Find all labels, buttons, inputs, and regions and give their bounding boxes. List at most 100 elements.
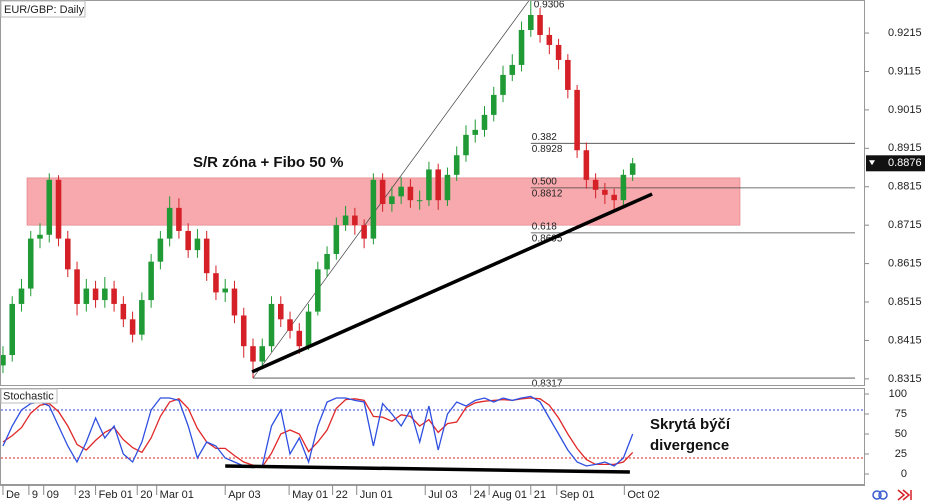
y-tick-label: 0.9015 <box>888 104 922 116</box>
stochastic-title-box <box>0 388 58 404</box>
candle-body <box>324 253 330 270</box>
x-tick-label: May 01 <box>292 489 328 501</box>
divergence-label: divergence <box>650 437 729 454</box>
x-tick-label: Apr 03 <box>228 489 260 501</box>
candle-body <box>500 74 506 95</box>
candle-body <box>120 303 127 320</box>
x-tick-label: Feb 01 <box>99 489 133 501</box>
candle-body <box>555 44 562 60</box>
candle-body <box>287 319 293 331</box>
x-tick-label: 09 <box>47 489 59 501</box>
candle-body <box>83 288 90 304</box>
trendline <box>251 192 653 374</box>
fib-price-label: 0.8928 <box>532 144 563 155</box>
x-tick-label: Aug 01 <box>492 489 527 501</box>
candle-body <box>92 288 99 301</box>
y-tick-label: 0.9115 <box>888 65 921 77</box>
main-frame <box>0 0 865 386</box>
y-tick-label: 0.8315 <box>888 373 922 385</box>
x-tick-label: Jun 01 <box>360 489 393 501</box>
candle-body <box>111 288 117 304</box>
candle-body <box>379 179 386 205</box>
scroll-end-icon[interactable] <box>897 489 912 501</box>
candle-body <box>102 288 108 301</box>
candle-body <box>46 179 53 235</box>
candle-body <box>194 238 201 251</box>
x-tick-label: 21 <box>534 489 546 501</box>
candle-body <box>629 163 636 175</box>
x-tick-label: 22 <box>336 489 348 501</box>
candle-body <box>416 200 423 202</box>
candle-body <box>166 207 173 239</box>
y-tick-label: 0.8415 <box>888 334 922 346</box>
candle-body <box>407 186 414 201</box>
candle-body <box>426 169 432 201</box>
stochastic-frame <box>0 388 865 485</box>
stochastic-trendline <box>225 464 630 474</box>
chart-title: EUR/GBP: Daily <box>4 4 85 16</box>
fib-high-label: 0.9306 <box>534 0 565 11</box>
current-price-label: 0.8876 <box>888 157 922 169</box>
candle-body <box>463 134 469 156</box>
stochastic-title: Stochastic <box>3 390 54 402</box>
link-icon[interactable] <box>872 490 882 500</box>
title-box <box>0 0 86 18</box>
link-icon-2 <box>878 490 888 500</box>
candle-body <box>268 303 275 347</box>
candle-body <box>565 59 571 90</box>
x-tick-label: 20 <box>140 489 152 501</box>
candle-body <box>176 207 182 231</box>
candle-body <box>250 346 256 362</box>
x-tick-label: Mar 01 <box>160 489 194 501</box>
candle-body <box>537 14 543 35</box>
fib-ratio-label: 0.618 <box>532 221 557 232</box>
y-tick-label: 0.9215 <box>888 27 922 39</box>
x-tick-label: De <box>6 489 20 501</box>
candle-body <box>342 215 349 226</box>
candle-body <box>602 189 608 195</box>
candle-body <box>370 179 377 239</box>
candle-body <box>592 179 599 190</box>
candle-body <box>185 230 191 251</box>
stochastic-line <box>2 395 634 469</box>
y-tick-label: 0.8615 <box>888 257 922 269</box>
toolbar-icons[interactable] <box>872 489 912 501</box>
y-tick-label: 0.8915 <box>888 142 922 154</box>
candle-body <box>481 114 488 130</box>
candle-body <box>453 155 460 175</box>
candle-body <box>509 64 516 75</box>
candle-body <box>528 14 534 30</box>
x-tick-label: Jul 03 <box>428 489 457 501</box>
candle-body <box>55 179 62 239</box>
candle-body <box>213 273 219 293</box>
x-tick-label: 23 <box>78 489 90 501</box>
y-tick-label: 0.8715 <box>888 219 922 231</box>
candle-body <box>74 269 80 304</box>
current-price-box <box>866 155 925 172</box>
candle-body <box>546 34 553 45</box>
stochastic-line <box>2 397 634 468</box>
candle-body <box>65 238 71 270</box>
candle-body <box>129 319 136 335</box>
candle-body <box>472 129 479 135</box>
candle-body <box>389 196 395 205</box>
candle-body <box>352 215 358 226</box>
candle-body <box>518 29 525 65</box>
candle-body <box>315 269 321 312</box>
candle-body <box>139 300 145 335</box>
candle-body <box>231 288 238 316</box>
stochastic-y-tick-label: 25 <box>895 448 907 460</box>
candle-body <box>435 169 441 201</box>
x-tick-label: 24 <box>474 489 486 501</box>
candle-body <box>277 303 284 320</box>
candle-body <box>27 238 34 289</box>
stochastic-layer: Skrytá býčí divergence <box>1 395 865 474</box>
y-tick-label: 0.8515 <box>888 296 922 308</box>
candle-body <box>203 238 210 274</box>
candle-body <box>222 288 228 293</box>
divergence-label: Skrytá býčí <box>650 416 731 433</box>
candle-body <box>444 174 451 201</box>
candle-body <box>157 238 164 262</box>
